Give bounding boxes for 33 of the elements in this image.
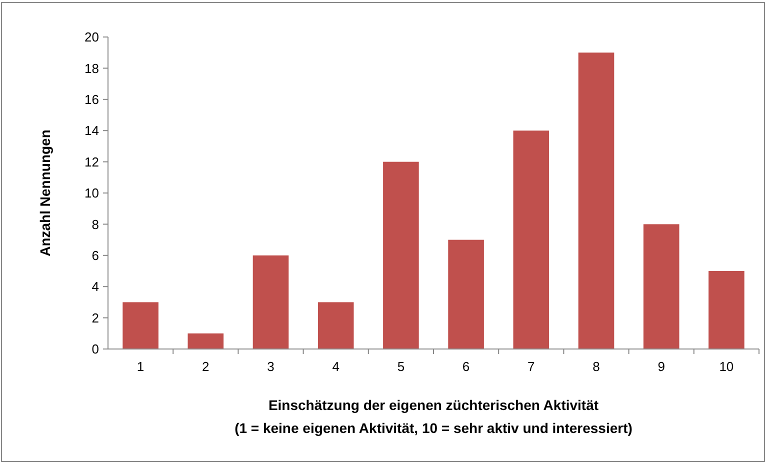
bar: [188, 333, 224, 349]
bar: [708, 271, 744, 349]
bar: [252, 255, 289, 349]
y-tick-label: 8: [92, 216, 99, 232]
x-tick-label: 7: [528, 359, 535, 374]
x-tick-label: 6: [462, 359, 470, 374]
y-tick-label: 6: [92, 248, 99, 263]
bar: [578, 52, 614, 349]
bar: [643, 224, 680, 349]
y-tick-label: 0: [92, 342, 99, 357]
bar: [448, 240, 484, 349]
x-tick-label: 5: [397, 359, 405, 374]
y-tick-label: 20: [84, 30, 99, 45]
x-tick-label: 2: [202, 359, 210, 374]
y-tick-label: 12: [84, 154, 99, 170]
x-axis-title: Einschätzung der eigenen züchterischen Aktivität (1 = keine eigenen Aktivität, 10 = sehr aktiv und interessiert): [234, 397, 632, 436]
y-tick-label: 16: [84, 92, 99, 107]
x-tick-label: 1: [136, 359, 144, 374]
x-tick-label: 9: [658, 359, 665, 374]
x-tick-label: 4: [332, 359, 340, 374]
bar: [318, 302, 354, 349]
x-tick-label: 8: [592, 359, 600, 374]
y-tick-label: 18: [84, 60, 99, 76]
bar: [383, 162, 419, 349]
bar: [122, 302, 158, 349]
y-axis-title: Anzahl Nennungen: [37, 130, 53, 256]
x-tick-label: 3: [267, 359, 274, 374]
y-tick-label: 14: [84, 123, 99, 138]
x-tick-label: 10: [719, 359, 734, 374]
y-tick-label: 4: [92, 279, 99, 294]
bar: [513, 130, 550, 349]
y-tick-label: 2: [92, 310, 99, 326]
y-tick-label: 10: [84, 186, 99, 201]
